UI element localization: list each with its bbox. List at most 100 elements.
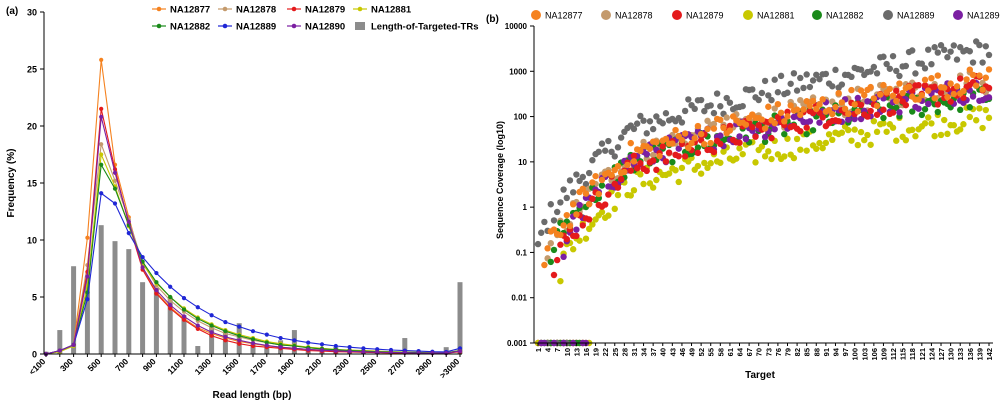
- bar: [195, 346, 201, 354]
- data-point: [787, 80, 794, 87]
- data-point: [669, 140, 676, 147]
- data-point: [803, 71, 810, 78]
- panel-b-ylabel: Sequence Coverage (log10): [495, 121, 505, 239]
- data-point: [637, 147, 644, 155]
- x-tick-label: 40: [659, 348, 668, 356]
- data-point: [937, 89, 945, 96]
- data-point: [550, 226, 558, 233]
- legend-marker: [812, 10, 822, 20]
- data-point: [608, 171, 615, 179]
- data-point: [579, 185, 586, 192]
- data-point: [585, 201, 593, 208]
- data-point: [941, 116, 948, 124]
- data-point: [112, 178, 118, 183]
- data-point: [617, 175, 625, 183]
- data-point: [694, 149, 702, 157]
- data-point: [889, 52, 897, 60]
- data-point: [678, 119, 686, 126]
- x-tick-label: 58: [716, 348, 725, 356]
- data-point: [873, 111, 881, 118]
- data-point: [573, 232, 580, 240]
- data-point: [931, 132, 938, 140]
- x-tick-label: 46: [678, 348, 687, 356]
- data-point: [614, 191, 622, 199]
- x-tick-label: 13: [572, 348, 581, 356]
- data-point: [630, 158, 638, 165]
- data-point: [985, 94, 993, 101]
- data-point: [181, 314, 187, 319]
- data-point: [653, 138, 660, 146]
- data-point: [969, 71, 977, 79]
- data-point: [209, 333, 214, 338]
- series-line: [45, 163, 461, 355]
- data-point: [761, 133, 769, 141]
- data-point: [957, 106, 964, 114]
- data-point: [675, 178, 682, 186]
- x-tick-label: 4: [544, 347, 553, 352]
- data-point: [726, 99, 734, 106]
- data-point: [560, 253, 567, 261]
- data-point: [845, 116, 852, 123]
- data-point: [168, 298, 173, 303]
- data-point: [909, 47, 916, 54]
- data-point: [237, 333, 242, 338]
- data-point: [806, 118, 814, 125]
- data-point: [154, 288, 159, 293]
- data-point: [806, 102, 814, 110]
- panel-b-points: [534, 38, 993, 347]
- data-point: [601, 201, 609, 208]
- data-point: [985, 51, 993, 59]
- data-point: [976, 72, 983, 79]
- data-point: [896, 80, 903, 87]
- data-point: [797, 127, 804, 135]
- data-point: [957, 75, 964, 82]
- data-point: [857, 115, 865, 123]
- data-point: [598, 208, 606, 216]
- data-point: [717, 103, 724, 110]
- x-tick-label: 127: [937, 348, 946, 361]
- data-point: [800, 84, 807, 92]
- data-point: [761, 138, 769, 146]
- data-point: [154, 270, 159, 276]
- x-tick-label: 43: [668, 348, 677, 356]
- data-point: [627, 167, 634, 174]
- data-point: [877, 91, 884, 98]
- data-point: [742, 121, 750, 128]
- data-point: [675, 153, 682, 160]
- data-point: [573, 226, 580, 233]
- data-point: [950, 122, 958, 129]
- data-point: [918, 91, 926, 99]
- x-tick-label: 1500: [220, 356, 241, 377]
- data-point: [250, 337, 256, 342]
- data-point: [653, 113, 660, 120]
- data-point: [845, 126, 852, 134]
- x-tick-label: 16: [582, 348, 591, 356]
- x-tick-label: 100: [851, 348, 860, 361]
- data-point: [912, 70, 919, 77]
- data-point: [758, 89, 766, 97]
- x-tick-label: 2900: [413, 356, 434, 377]
- data-point: [375, 350, 380, 355]
- data-point: [886, 65, 894, 72]
- panel-a-xlabel: Read length (bp): [213, 390, 292, 401]
- data-point: [582, 180, 590, 188]
- data-point: [614, 162, 622, 170]
- data-point: [140, 255, 145, 260]
- legend-label: NA12882: [826, 11, 864, 21]
- data-point: [195, 305, 200, 310]
- data-point: [614, 184, 622, 191]
- data-point: [889, 109, 897, 116]
- data-point: [589, 179, 596, 186]
- data-point: [697, 130, 705, 138]
- x-tick-label: 49: [688, 348, 697, 356]
- data-point: [209, 313, 214, 318]
- data-point: [237, 338, 242, 343]
- data-point: [154, 280, 159, 285]
- data-point: [154, 291, 159, 296]
- data-point: [752, 133, 759, 140]
- legend-label: NA12890: [967, 11, 1000, 21]
- data-point: [592, 172, 599, 180]
- x-tick-label: 124: [927, 347, 936, 360]
- data-point: [710, 125, 718, 132]
